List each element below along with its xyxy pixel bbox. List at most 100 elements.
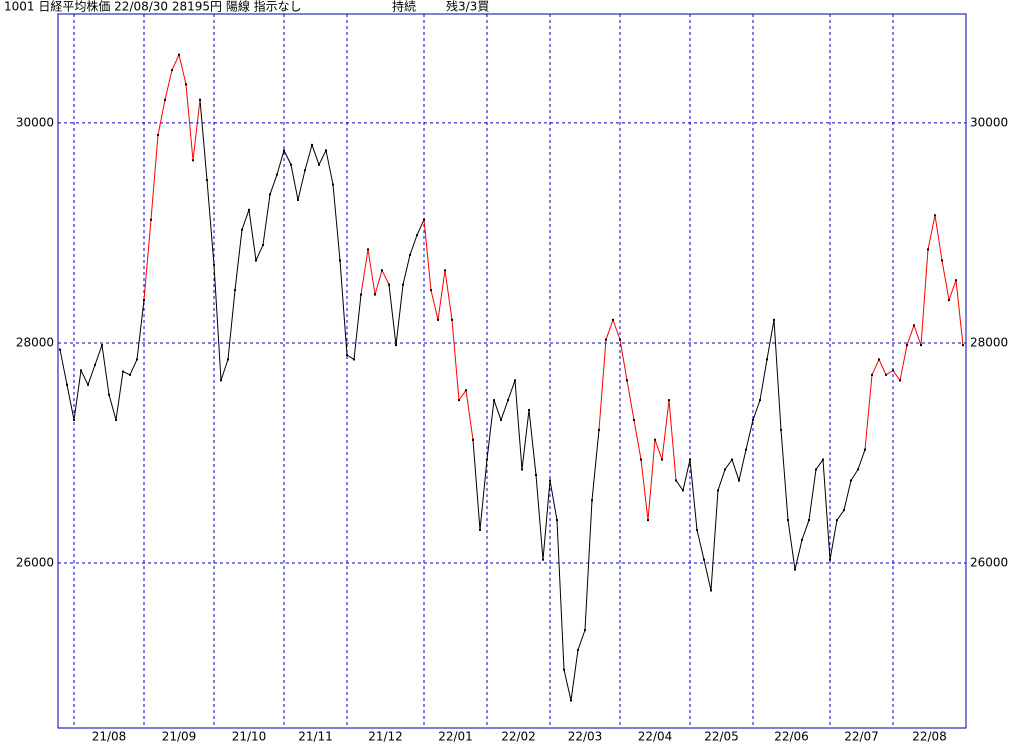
price-point — [66, 383, 68, 386]
price-point — [500, 418, 502, 421]
price-point — [136, 358, 138, 361]
price-point — [402, 283, 404, 286]
price-point — [346, 354, 348, 357]
y-tick-label: 30000 — [16, 115, 54, 129]
price-line — [388, 219, 425, 346]
price-point — [353, 358, 355, 361]
price-point — [472, 438, 474, 441]
price-point — [675, 479, 677, 482]
price-point — [577, 648, 579, 651]
price-point — [941, 259, 943, 262]
price-point — [549, 479, 551, 482]
price-point — [143, 299, 145, 302]
price-point — [591, 499, 593, 502]
price-point — [850, 479, 852, 482]
price-point — [171, 69, 173, 72]
price-point — [206, 179, 208, 182]
price-point — [199, 98, 201, 101]
price-point — [332, 183, 334, 186]
price-point — [493, 399, 495, 402]
price-point — [521, 468, 523, 471]
price-point — [430, 289, 432, 292]
price-point — [227, 358, 229, 361]
x-tick-label: 22/08 — [912, 730, 947, 744]
price-point — [465, 389, 467, 392]
price-point — [486, 458, 488, 461]
price-point — [164, 98, 166, 101]
price-point — [451, 318, 453, 321]
price-point — [759, 399, 761, 402]
price-point — [661, 458, 663, 461]
price-point — [780, 428, 782, 431]
x-tick-label: 21/08 — [92, 730, 127, 744]
price-point — [801, 538, 803, 541]
price-point — [388, 283, 390, 286]
price-point — [479, 528, 481, 531]
price-point — [241, 228, 243, 231]
price-point — [878, 358, 880, 361]
price-point — [542, 558, 544, 561]
price-point — [899, 379, 901, 382]
price-point — [808, 519, 810, 522]
price-point — [213, 263, 215, 266]
price-point — [955, 279, 957, 282]
price-point — [633, 418, 635, 421]
price-line — [423, 219, 474, 440]
price-point — [80, 369, 82, 372]
price-point — [927, 248, 929, 251]
price-point — [934, 214, 936, 217]
price-point — [528, 409, 530, 412]
x-tick-label: 21/09 — [162, 730, 197, 744]
x-tick-label: 21/10 — [232, 730, 267, 744]
price-point — [304, 169, 306, 172]
price-point — [773, 318, 775, 321]
price-point — [367, 248, 369, 251]
price-point — [262, 244, 264, 247]
x-tick-label: 21/12 — [368, 730, 403, 744]
x-tick-label: 22/04 — [638, 730, 673, 744]
price-point — [437, 318, 439, 321]
price-point — [507, 399, 509, 402]
price-point — [108, 393, 110, 396]
price-point — [563, 668, 565, 671]
price-point — [115, 418, 117, 421]
x-tick-label: 22/02 — [501, 730, 536, 744]
price-point — [668, 399, 670, 402]
price-point — [703, 558, 705, 561]
price-point — [255, 259, 257, 262]
price-point — [843, 509, 845, 512]
x-tick-label: 22/07 — [844, 730, 879, 744]
price-point — [423, 218, 425, 221]
price-point — [605, 338, 607, 341]
position: 残3/3買 — [446, 0, 489, 14]
price-point — [325, 149, 327, 152]
plot-frame — [57, 13, 967, 729]
price-point — [920, 344, 922, 347]
price-point — [598, 428, 600, 431]
price-point — [178, 53, 180, 56]
price-point — [122, 370, 124, 373]
price-point — [444, 269, 446, 272]
price-point — [73, 418, 75, 421]
price-point — [892, 369, 894, 372]
price-point — [766, 358, 768, 361]
price-point — [283, 149, 285, 152]
price-point — [94, 363, 96, 366]
y-tick-label-right: 26000 — [970, 555, 1008, 569]
price-point — [514, 379, 516, 382]
price-point — [458, 399, 460, 402]
price-line — [675, 319, 866, 591]
price-point — [360, 293, 362, 296]
price-point — [619, 338, 621, 341]
price-point — [129, 373, 131, 376]
price-point — [738, 479, 740, 482]
y-tick-label-right: 30000 — [970, 115, 1008, 129]
price-point — [416, 234, 418, 237]
price-point — [836, 519, 838, 522]
price-point — [290, 163, 292, 166]
price-point — [696, 528, 698, 531]
price-point — [717, 489, 719, 492]
price-point — [962, 344, 964, 347]
